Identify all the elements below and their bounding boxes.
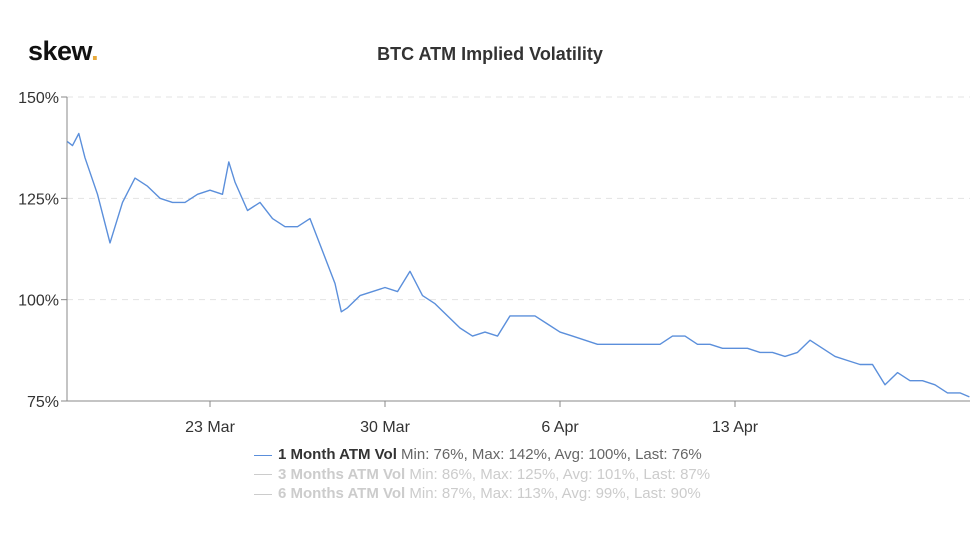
legend-item-6m[interactable]: 6 Months ATM Vol Min: 87%, Max: 113%, Av… [254, 484, 710, 504]
legend-swatch [254, 493, 272, 495]
line-chart: 150% 125% 100% 75% 23 Mar 30 Mar 6 Apr 13 Apr [18, 90, 970, 436]
legend-item-3m[interactable]: 3 Months ATM Vol Min: 86%, Max: 125%, Av… [254, 465, 710, 485]
legend-stats: Min: 86%, Max: 125%, Avg: 101%, Last: 87… [409, 465, 711, 483]
x-tick-label: 6 Apr [541, 419, 579, 436]
series-line-1-month-atm-vol [66, 132, 970, 398]
y-tick-label: 125% [18, 191, 59, 208]
y-tick-label: 100% [18, 293, 59, 310]
y-tick-label: 75% [27, 394, 59, 411]
logo-dot: . [91, 36, 99, 66]
legend-swatch [254, 474, 272, 476]
legend-item-1m[interactable]: 1 Month ATM Vol Min: 76%, Max: 142%, Avg… [254, 445, 710, 465]
y-tick-label: 150% [18, 90, 59, 107]
x-tick-label: 23 Mar [185, 419, 235, 436]
legend: 1 Month ATM Vol Min: 76%, Max: 142%, Avg… [254, 445, 710, 504]
x-tick-label: 13 Apr [712, 419, 759, 436]
legend-series-name: 3 Months ATM Vol [278, 465, 406, 483]
chart-title: BTC ATM Implied Volatility [377, 44, 603, 64]
x-tick-label: 30 Mar [360, 419, 410, 436]
skew-logo: skew. [28, 36, 99, 67]
legend-series-name: 6 Months ATM Vol [278, 485, 406, 502]
legend-stats: Min: 87%, Max: 113%, Avg: 99%, Last: 90% [409, 485, 701, 502]
legend-series-name: 1 Month ATM Vol [278, 446, 397, 463]
legend-stats: Min: 76%, Max: 142%, Avg: 100%, Last: 76… [401, 446, 702, 463]
legend-swatch [254, 454, 272, 456]
logo-text: skew [28, 36, 92, 66]
